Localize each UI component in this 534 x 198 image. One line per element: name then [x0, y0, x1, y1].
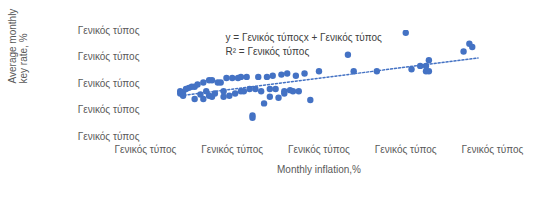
svg-text:R² = Γενικός τύπος: R² = Γενικός τύπος [226, 46, 310, 57]
svg-text:Monthly inflation,%: Monthly inflation,% [277, 164, 361, 175]
svg-text:Γενικός τύπος: Γενικός τύπος [462, 144, 524, 155]
svg-text:Γενικός τύπος: Γενικός τύπος [115, 144, 177, 155]
svg-text:Γενικός τύπος: Γενικός τύπος [201, 144, 263, 155]
svg-text:y = Γενικός τύποςx + Γενικός τ: y = Γενικός τύποςx + Γενικός τύπος [226, 32, 383, 43]
svg-text:Γενικός τύπος: Γενικός τύπος [78, 131, 140, 142]
svg-text:Γενικός τύπος: Γενικός τύπος [78, 104, 140, 115]
svg-text:Γενικός τύπος: Γενικός τύπος [288, 144, 350, 155]
svg-text:Γενικός τύπος: Γενικός τύπος [78, 25, 140, 36]
svg-text:Γενικός τύπος: Γενικός τύπος [375, 144, 437, 155]
svg-text:Average monthlykey rate, %: Average monthlykey rate, % [7, 9, 29, 84]
svg-text:Γενικός τύπος: Γενικός τύπος [78, 51, 140, 62]
svg-text:Γενικός τύπος: Γενικός τύπος [78, 78, 140, 89]
